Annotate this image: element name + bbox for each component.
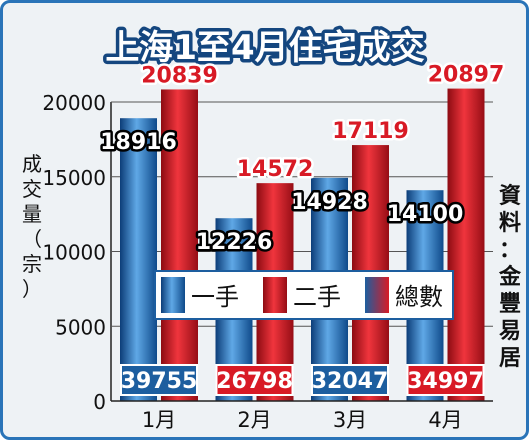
total-box bbox=[120, 364, 198, 396]
legend-label-series-2: 二手 bbox=[293, 283, 341, 311]
value-label-series-2: 17119 bbox=[332, 119, 409, 144]
chart-title: 上海1至4月住宅成交 bbox=[105, 28, 424, 68]
bar-series-1 bbox=[120, 118, 157, 401]
value-label-series-2: 20839 bbox=[141, 63, 218, 88]
y-tick-label: 15000 bbox=[42, 166, 106, 190]
source-label: 資料：金豐易居 bbox=[498, 183, 522, 371]
value-label-series-1: 18916 bbox=[100, 130, 177, 155]
x-tick-label: 4月 bbox=[428, 408, 462, 432]
y-tick-labels: 0 5000 10000 15000 20000 bbox=[42, 91, 106, 414]
value-label-series-1: 14928 bbox=[291, 190, 368, 215]
y-tick-label: 20000 bbox=[42, 91, 106, 115]
value-label-series-2: 20897 bbox=[428, 63, 505, 88]
bar-series-2 bbox=[447, 88, 485, 402]
value-label-series-1: 14100 bbox=[387, 202, 464, 227]
value-label-series-1: 12226 bbox=[196, 230, 273, 255]
x-tick-label: 3月 bbox=[333, 408, 367, 432]
total-label: 34997 bbox=[407, 369, 484, 394]
legend-label-series-1: 一手 bbox=[191, 283, 239, 311]
x-tick-label: 2月 bbox=[237, 408, 271, 432]
x-tick-labels: 1月 2月 3月 4月 bbox=[142, 408, 463, 432]
total-label: 32047 bbox=[312, 369, 389, 394]
y-axis-label: 成交量（宗） bbox=[22, 152, 42, 301]
y-tick-label: 10000 bbox=[42, 241, 106, 265]
total-label: 39755 bbox=[121, 369, 198, 394]
total-labels: 39755 26798 32047 34997 bbox=[120, 364, 485, 396]
legend: 一手 二手 總數 bbox=[154, 270, 454, 320]
legend-swatch-series-2 bbox=[263, 277, 287, 313]
legend-swatch-series-1 bbox=[161, 277, 185, 313]
value-labels: 18916 20839 12226 14572 14928 17119 14100 20897 bbox=[98, 60, 507, 258]
value-label-series-2: 14572 bbox=[237, 157, 314, 182]
y-tick-label: 5000 bbox=[55, 315, 106, 339]
total-label: 26798 bbox=[216, 369, 293, 394]
y-tick-label: 0 bbox=[93, 390, 106, 414]
x-tick-label: 1月 bbox=[142, 408, 176, 432]
total-box bbox=[215, 364, 294, 396]
total-box bbox=[406, 364, 485, 396]
legend-label-total: 總數 bbox=[395, 283, 443, 311]
total-box bbox=[311, 364, 389, 396]
legend-swatch-total bbox=[365, 277, 389, 313]
chart-canvas: 上海1至4月住宅成交 0 5000 10000 15000 20000 18916 208… bbox=[22, 25, 522, 433]
bar-series-2 bbox=[161, 89, 198, 402]
